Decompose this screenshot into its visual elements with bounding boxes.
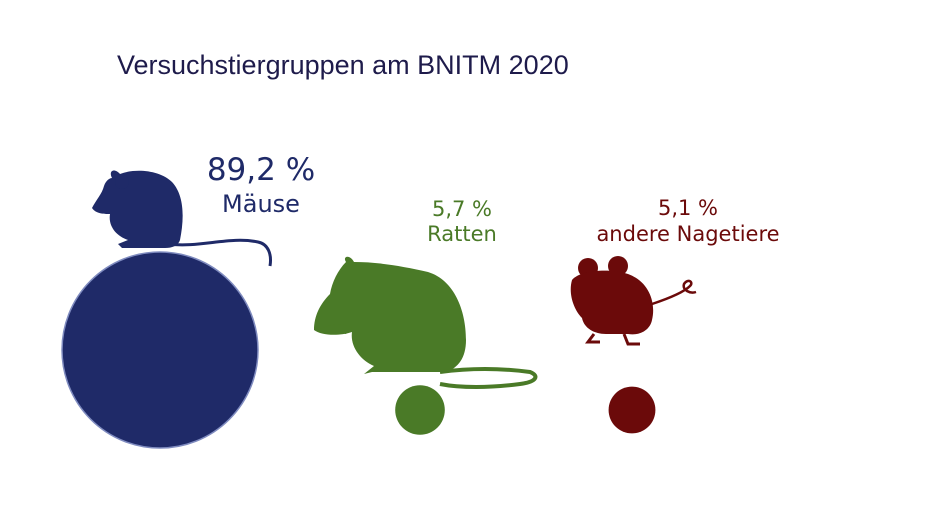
- bubble-ratten: [395, 385, 445, 435]
- category-label-andere-nagetiere: andere Nagetiere: [596, 222, 780, 246]
- bubble-mäuse: [61, 251, 259, 449]
- category-label-maeuse: Mäuse: [222, 190, 300, 218]
- value-label-andere-nagetiere: 5,1 %: [657, 196, 719, 220]
- mouse-silhouette-icon: [92, 170, 272, 267]
- rodent-silhouette-icon: [570, 256, 697, 346]
- bubble-andere-nagetiere: [608, 386, 656, 434]
- chart-title: Versuchstiergruppen am BNITM 2020: [117, 50, 569, 80]
- category-label-ratten: Ratten: [427, 222, 497, 246]
- value-label-ratten: 5,7 %: [431, 197, 493, 221]
- value-label-maeuse: 89,2 %: [206, 152, 316, 188]
- rat-silhouette-icon: [314, 256, 538, 389]
